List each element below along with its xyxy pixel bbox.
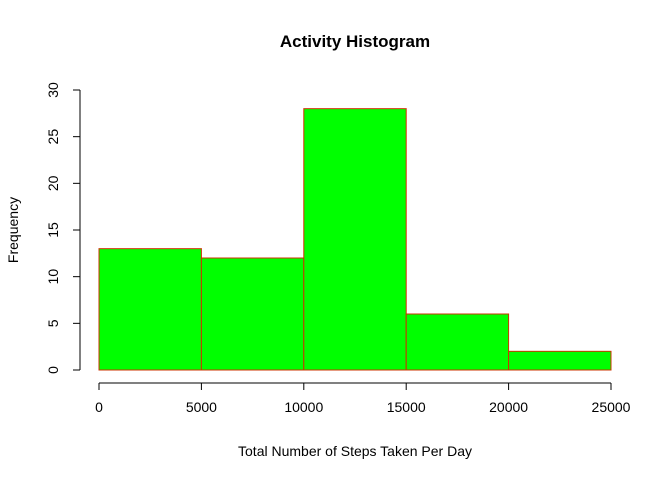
- histogram-bar-3: [405, 313, 510, 371]
- y-axis-label: Frequency: [5, 197, 21, 263]
- y-tick-label-1: 5: [45, 319, 61, 327]
- y-axis: 0 5 10 15 20 25 30: [45, 82, 81, 374]
- histogram-bar-2: [303, 108, 407, 371]
- y-tick-label-2: 10: [45, 269, 61, 285]
- y-tick-label-6: 30: [45, 82, 61, 98]
- histogram-bar-1: [200, 257, 305, 371]
- x-tick-label-0: 0: [95, 399, 103, 415]
- histogram-bar-4: [508, 350, 612, 371]
- x-tick-label-1: 5000: [186, 399, 217, 415]
- y-tick-label-3: 15: [45, 222, 61, 238]
- y-tick-label-4: 20: [45, 175, 61, 191]
- x-tick-label-4: 20000: [489, 399, 528, 415]
- y-tick-label-5: 25: [45, 129, 61, 145]
- x-tick-label-3: 15000: [387, 399, 426, 415]
- x-tick-label-2: 10000: [284, 399, 323, 415]
- chart-title: Activity Histogram: [280, 32, 430, 51]
- histogram-bar-0: [98, 248, 202, 371]
- y-tick-label-0: 0: [45, 366, 61, 374]
- x-axis: 0 5000 10000 15000 20000 25000: [95, 382, 631, 415]
- x-tick-label-5: 25000: [592, 399, 631, 415]
- bars-group: [98, 108, 612, 371]
- x-axis-label: Total Number of Steps Taken Per Day: [238, 443, 472, 459]
